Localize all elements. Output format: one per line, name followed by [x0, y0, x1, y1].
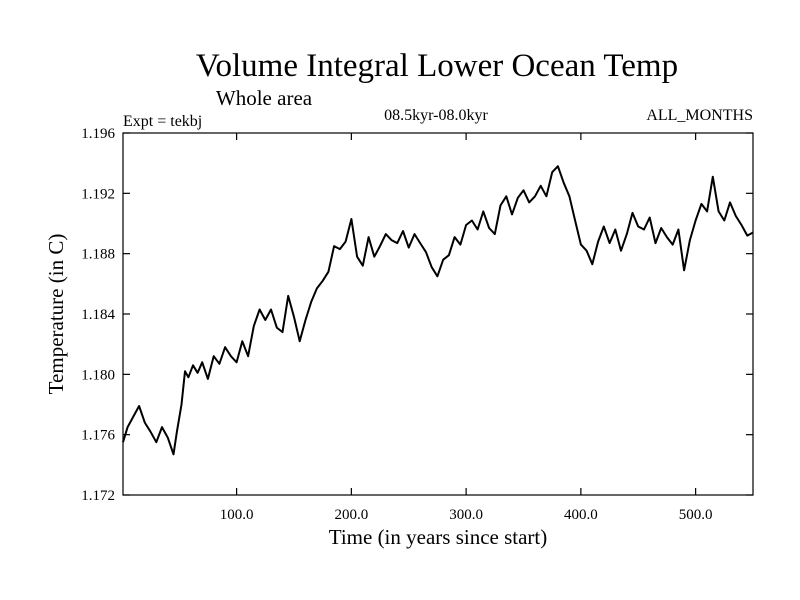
- expt-label: Expt = tekbj: [123, 113, 202, 130]
- x-axis-label: Time (in years since start): [329, 525, 548, 549]
- y-axis: 1.172 1.176 1.180 1.184 1.188 1.192 1.196: [81, 126, 753, 504]
- chart-title: Volume Integral Lower Ocean Temp: [196, 48, 678, 84]
- x-axis: 100.0 200.0 300.0 400.0 500.0: [220, 133, 713, 523]
- x-tick-label: 200.0: [334, 507, 368, 523]
- temperature-series-line: [122, 165, 754, 456]
- y-tick-label: 1.172: [81, 488, 115, 504]
- y-axis-label: Temperature (in C): [44, 234, 68, 395]
- y-tick-label: 1.192: [81, 186, 115, 202]
- x-tick-label: 500.0: [679, 507, 713, 523]
- y-tick-label: 1.196: [81, 126, 115, 142]
- y-tick-label: 1.176: [81, 428, 115, 444]
- plot-frame: [122, 132, 754, 496]
- x-tick-label: 400.0: [564, 507, 598, 523]
- y-tick-label: 1.184: [81, 307, 115, 323]
- chart-subtitle: Whole area: [216, 86, 313, 110]
- months-label: ALL_MONTHS: [646, 107, 753, 124]
- y-tick-label: 1.180: [81, 367, 115, 383]
- y-tick-label: 1.188: [81, 247, 115, 263]
- period-label: 08.5kyr-08.0kyr: [384, 107, 488, 124]
- x-tick-label: 100.0: [220, 507, 254, 523]
- x-tick-label: 300.0: [449, 507, 483, 523]
